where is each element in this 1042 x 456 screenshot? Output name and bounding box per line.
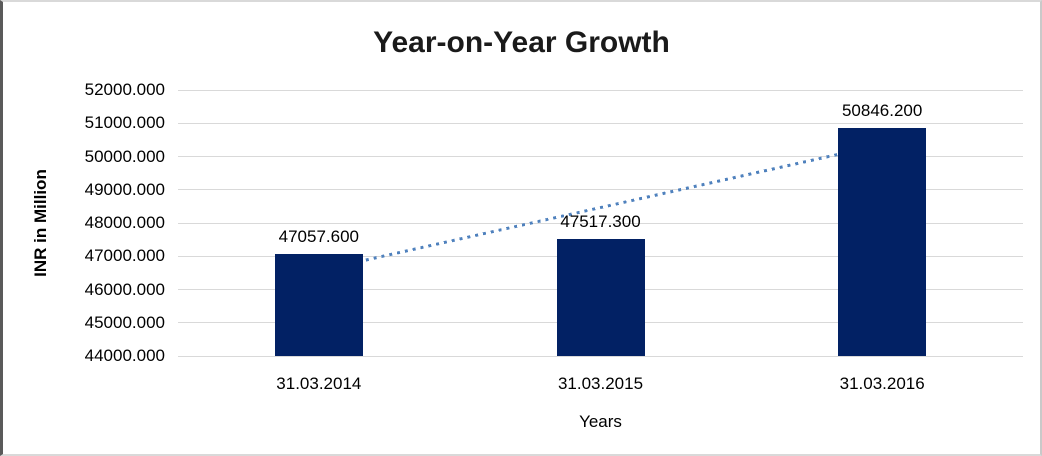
- bar: [838, 128, 927, 356]
- y-gridline: [178, 122, 1023, 124]
- y-gridline: [178, 189, 1023, 191]
- y-gridline: [178, 156, 1023, 157]
- bar: [556, 239, 645, 356]
- y-tick-label: 47000.000: [84, 246, 165, 266]
- x-tick-label: 31.03.2014: [276, 374, 362, 393]
- y-tick-label: 52000.000: [84, 80, 165, 99]
- y-tick-label: 49000.000: [84, 179, 165, 199]
- y-tick-label: 51000.000: [84, 113, 165, 133]
- y-gridline: [178, 89, 1023, 91]
- y-gridline: [178, 222, 1023, 224]
- x-tick-label: 31.03.2016: [839, 374, 925, 393]
- y-gridline: [178, 355, 1023, 357]
- y-tick-label: 46000.000: [84, 279, 165, 299]
- data-label: 50846.200: [841, 101, 923, 121]
- y-tick-label: 45000.000: [84, 312, 165, 332]
- bar: [274, 254, 363, 356]
- y-tick-label: 48000.000: [84, 213, 165, 232]
- y-tick-label: 50000.000: [84, 146, 165, 166]
- y-tick-label: 44000.000: [84, 346, 165, 365]
- data-label: 47057.600: [278, 227, 360, 247]
- chart-title: Year-on-Year Growth: [373, 26, 670, 59]
- data-label: 47517.300: [560, 212, 641, 232]
- x-tick-label: 31.03.2015: [557, 374, 644, 393]
- x-axis-title: Years: [579, 412, 622, 431]
